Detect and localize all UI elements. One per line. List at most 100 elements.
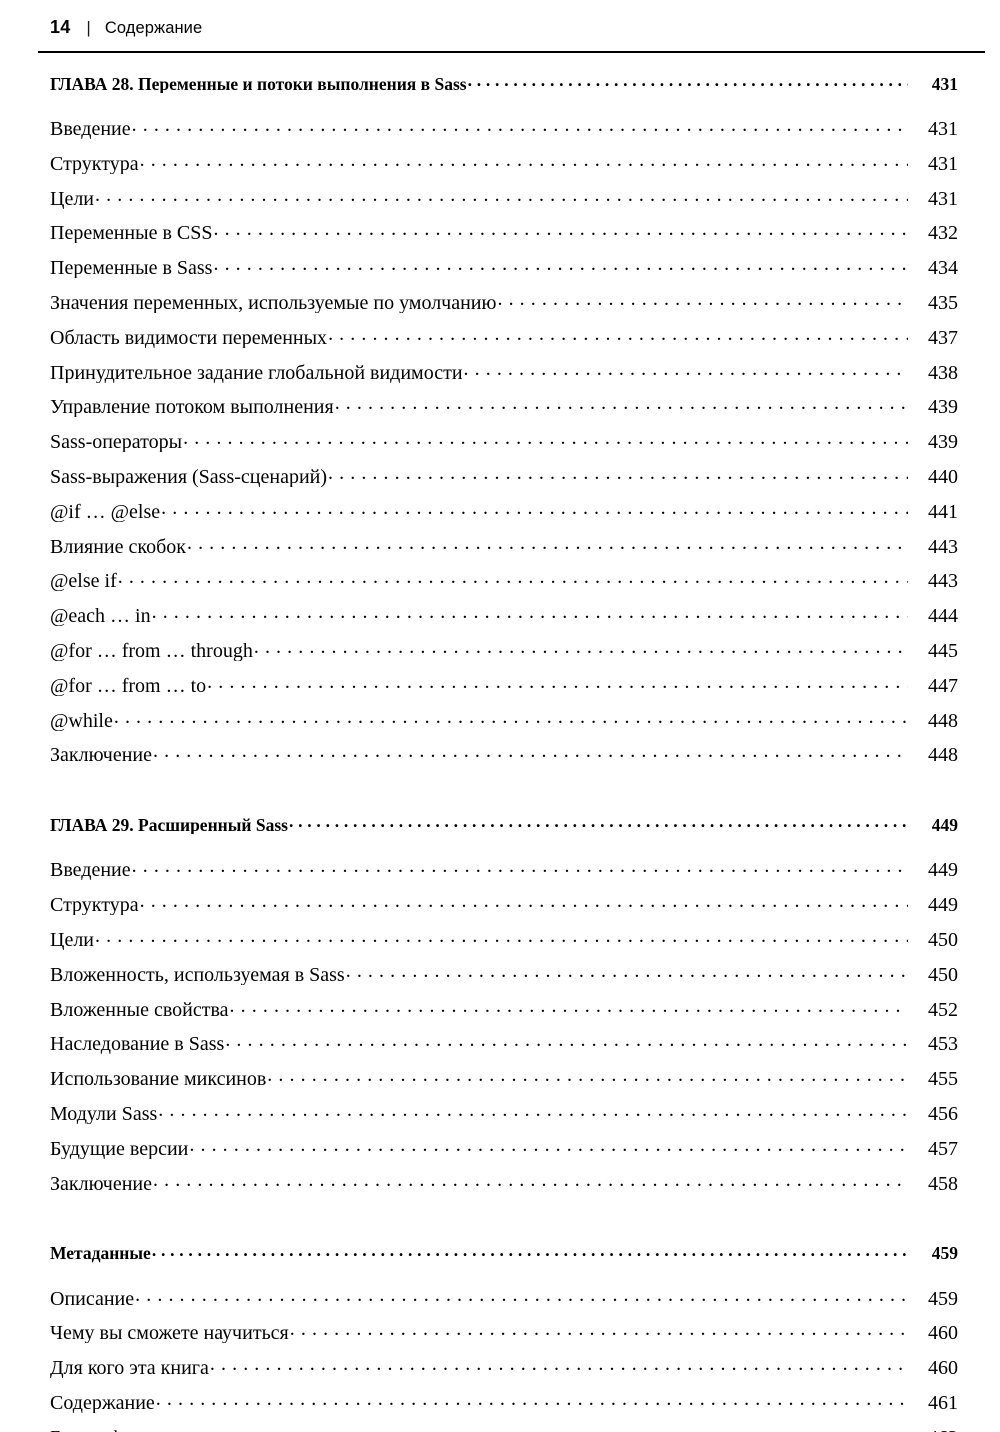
- toc-entry-row[interactable]: @for … from … to 447: [50, 672, 958, 696]
- toc-entry-label: Значения переменных, используемые по умо…: [50, 292, 497, 313]
- toc-entry-row[interactable]: @if … @else 441: [50, 498, 958, 522]
- dot-leader: [213, 219, 908, 239]
- toc-entry-row[interactable]: @while 448: [50, 707, 958, 731]
- toc-entry-list: Введение 431 Структура 431 Цели 431 Переменные…: [50, 115, 958, 765]
- toc-entry-row[interactable]: Влияние скобок 443: [50, 533, 958, 557]
- dot-leader: [207, 672, 908, 692]
- dot-leader: [140, 891, 908, 911]
- toc-entry-label: Заключение: [50, 1173, 152, 1194]
- toc-entry-row[interactable]: Вложенные свойства 452: [50, 996, 958, 1020]
- dot-leader: [132, 856, 908, 876]
- toc-entry-page-number: 449: [928, 859, 958, 882]
- toc-chapter-page-number: 459: [931, 1243, 958, 1264]
- toc-entry-row[interactable]: Содержание 461: [50, 1389, 958, 1413]
- toc-entry-label: Будущие версии: [50, 1138, 189, 1159]
- toc-entry-row[interactable]: Переменные в CSS 432: [50, 219, 958, 243]
- toc-entry-row[interactable]: @else if 443: [50, 567, 958, 591]
- toc-entry-page-number: 444: [928, 605, 958, 628]
- toc-chapter-row[interactable]: Метаданные 459: [50, 1242, 958, 1263]
- dot-leader: [152, 1242, 908, 1260]
- toc-entry-row[interactable]: Модули Sass 456: [50, 1100, 958, 1124]
- toc-entry-page-number: 458: [928, 1172, 958, 1195]
- dot-leader: [187, 533, 908, 553]
- toc-entry-label: @else if: [50, 571, 117, 592]
- toc-entry-page-number: 443: [928, 535, 958, 558]
- toc-entry-row[interactable]: Будущие версии 457: [50, 1135, 958, 1159]
- dot-leader: [230, 996, 908, 1016]
- toc-entry-label: @for … from … to: [50, 675, 207, 696]
- toc-entry-row[interactable]: Введение 431: [50, 115, 958, 139]
- page-folio-number: 14: [50, 17, 71, 37]
- dot-leader: [152, 602, 908, 622]
- running-header: 14 | Содержание: [50, 18, 202, 37]
- toc-entry-page-number: 432: [928, 222, 958, 245]
- toc-entry-row[interactable]: @for … from … through 445: [50, 637, 958, 661]
- dot-leader: [132, 115, 908, 135]
- dot-leader: [267, 1065, 908, 1085]
- toc-entry-row[interactable]: Значения переменных, используемые по умо…: [50, 289, 958, 313]
- dot-leader: [153, 741, 908, 761]
- dot-leader: [328, 463, 908, 483]
- toc-entry-label: Введение: [50, 119, 131, 139]
- toc-entry-row[interactable]: Использование миксинов 455: [50, 1065, 958, 1089]
- toc-entry-row[interactable]: Вложенность, используемая в Sass 450: [50, 961, 958, 985]
- spacer: [50, 1263, 958, 1285]
- toc-entry-label: Содержание: [50, 1392, 155, 1413]
- toc-entry-page-number: 445: [928, 639, 958, 662]
- toc-entry-list: Введение449Структура449Цели450Вложенност…: [50, 856, 958, 1193]
- header-divider-rule: [38, 51, 985, 53]
- toc-chapter-label: Метаданные: [50, 1245, 151, 1263]
- toc-entry-row[interactable]: Управление потоком выполнения 439: [50, 393, 958, 417]
- toc-entry-row[interactable]: Цели 450: [50, 926, 958, 950]
- toc-entry-page-number: 437: [928, 326, 958, 349]
- toc-section: ГЛАВА 28. Переменные и потоки выполнения…: [50, 72, 958, 765]
- toc-entry-page-number: 459: [928, 1287, 958, 1310]
- toc-entry-page-number: 449: [928, 894, 958, 917]
- toc-entry-row[interactable]: Введение 449: [50, 856, 958, 880]
- toc-entry-row[interactable]: Биография автора 462: [50, 1424, 958, 1432]
- toc-entry-page-number: 460: [928, 1322, 958, 1345]
- toc-entry-page-number: 438: [928, 361, 958, 384]
- dot-leader: [95, 185, 908, 205]
- toc-entry-row[interactable]: Структура 431: [50, 150, 958, 174]
- toc-entry-label: Модули Sass: [50, 1103, 158, 1124]
- toc-entry-list: Описание 459 Чему вы сможете научиться460 Д…: [50, 1285, 958, 1432]
- toc-entry-row[interactable]: Наследование в Sass 453: [50, 1030, 958, 1054]
- toc-chapter-row[interactable]: ГЛАВА 29. Расширенный Sass 449: [50, 813, 958, 834]
- toc-entry-page-number: 450: [928, 963, 958, 986]
- toc-entry-row[interactable]: Область видимости переменных 437: [50, 324, 958, 348]
- toc-entry-page-number: 457: [928, 1137, 958, 1160]
- toc-entry-row[interactable]: Для кого эта книга 460: [50, 1354, 958, 1378]
- toc-chapter-label: ГЛАВА 28. Переменные и потоки выполнения…: [50, 75, 467, 93]
- toc-chapter-row[interactable]: ГЛАВА 28. Переменные и потоки выполнения…: [50, 72, 958, 93]
- toc-entry-label: Цели: [50, 929, 95, 950]
- toc-entry-page-number: 448: [928, 709, 958, 732]
- toc-entry-row[interactable]: Заключение 458: [50, 1170, 958, 1194]
- dot-leader: [95, 926, 908, 946]
- toc-entry-label: Вложенность, используемая в Sass: [50, 964, 345, 985]
- header-separator: |: [86, 18, 91, 37]
- toc-entry-label: Влияние скобок: [50, 536, 186, 557]
- toc-entry-page-number: 439: [928, 396, 958, 419]
- spacer: [50, 93, 958, 115]
- toc-entry-label: Описание: [50, 1288, 135, 1309]
- dot-leader: [497, 289, 908, 309]
- toc-entry-row[interactable]: Принудительное задание глобальной видимо…: [50, 359, 958, 383]
- toc-entry-row[interactable]: Цели 431: [50, 185, 958, 209]
- toc-entry-row[interactable]: Sass-операторы 439: [50, 428, 958, 452]
- toc-entry-row[interactable]: Sass-выражения (Sass-сценарий) 440: [50, 463, 958, 487]
- dot-leader: [468, 72, 908, 90]
- toc-entry-row[interactable]: Чему вы сможете научиться 460: [50, 1319, 958, 1343]
- dot-leader: [135, 1285, 908, 1305]
- toc-entry-row[interactable]: Описание 459: [50, 1285, 958, 1309]
- dot-leader: [156, 1389, 908, 1409]
- toc-entry-label: @each … in: [50, 606, 151, 627]
- toc-entry-row[interactable]: @each … in 444: [50, 602, 958, 626]
- toc-chapter-page-number: 431: [931, 73, 958, 94]
- toc-entry-row[interactable]: Заключение 448: [50, 741, 958, 765]
- toc-entry-page-number: 435: [928, 291, 958, 314]
- toc-entry-page-number: 453: [928, 1033, 958, 1056]
- toc-entry-row[interactable]: Структура 449: [50, 891, 958, 915]
- toc-entry-row[interactable]: Переменные в Sass 434: [50, 254, 958, 278]
- toc-entry-label: Структура: [50, 153, 139, 174]
